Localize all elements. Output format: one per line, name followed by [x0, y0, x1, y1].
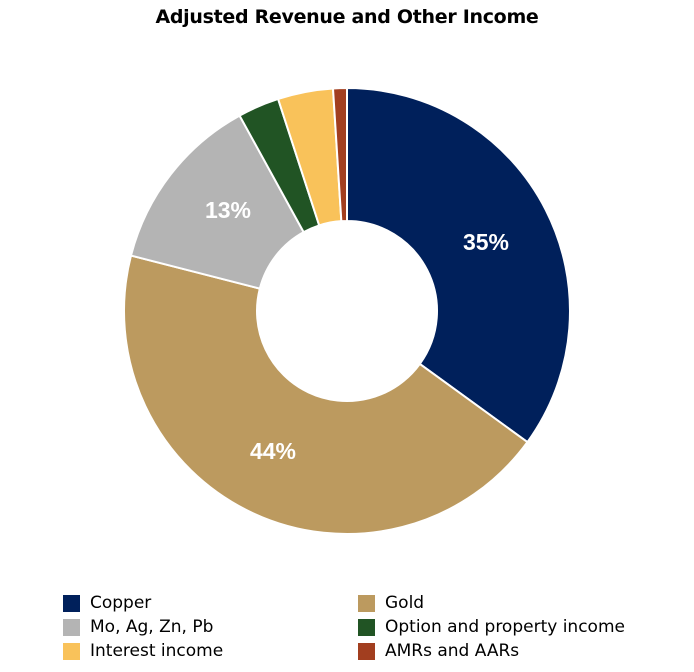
legend-swatch — [63, 594, 80, 612]
legend-swatch — [358, 642, 375, 660]
legend-swatch — [358, 618, 375, 636]
legend-label: Mo, Ag, Zn, Pb — [90, 617, 214, 637]
legend-item-amrs-aars: AMRs and AARs — [358, 640, 519, 662]
legend-label: AMRs and AARs — [385, 641, 520, 661]
donut-chart: 35% 44% 13% — [123, 86, 571, 535]
slice-mo-ag-zn-pb — [129, 114, 305, 290]
data-label: 35% — [463, 229, 509, 255]
data-label: 13% — [205, 197, 251, 223]
data-label: 44% — [250, 438, 296, 464]
legend-label: Gold — [385, 593, 425, 613]
legend-item-gold: Gold — [358, 592, 424, 614]
slice-gold — [123, 254, 529, 535]
legend-item-mo-ag-zn-pb: Mo, Ag, Zn, Pb — [63, 616, 213, 638]
data-labels: 35% 44% 13% — [205, 197, 509, 464]
legend-item-interest-income: Interest income — [63, 640, 223, 662]
legend-swatch — [358, 594, 375, 612]
legend-item-option-property-income: Option and property income — [358, 616, 625, 638]
legend: Copper Mo, Ag, Zn, Pb Interest income Go… — [0, 592, 694, 672]
legend-label: Option and property income — [385, 617, 625, 637]
slice-amrs-and-aars — [331, 86, 348, 223]
legend-label: Interest income — [90, 641, 224, 661]
legend-label: Copper — [90, 593, 152, 613]
donut-slices — [123, 86, 571, 535]
legend-swatch — [63, 642, 80, 660]
legend-item-copper: Copper — [63, 592, 151, 614]
chart-title: Adjusted Revenue and Other Income — [155, 6, 539, 28]
slice-copper — [346, 86, 571, 444]
legend-swatch — [63, 618, 80, 636]
